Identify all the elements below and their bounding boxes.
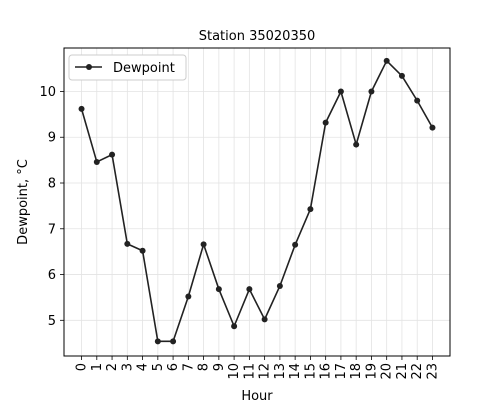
data-point [124,240,131,247]
x-tick-label: 0 [75,363,90,371]
y-tick-label: 9 [48,131,56,146]
data-point [368,88,375,95]
data-point [429,124,436,131]
data-point [322,119,329,126]
x-tick-label: 17 [334,363,349,380]
x-tick-label: 15 [303,363,318,380]
legend-label: Dewpoint [113,61,175,76]
x-tick-label: 12 [258,363,273,380]
y-tick-label: 8 [48,177,56,192]
x-tick-label: 3 [120,363,135,371]
data-point [154,338,161,345]
x-tick-label: 7 [181,363,196,371]
legend-marker [86,64,92,70]
x-tick-label: 18 [349,363,364,380]
x-axis: 0 1 2 3 4 5 6 7 8 9 10 11 12 13 14 15 16 17 18 19 20 21 22 23 [75,356,440,380]
x-tick-label: 23 [425,363,440,380]
x-tick-label: 9 [212,363,227,371]
x-axis-label: Hour [241,389,273,400]
y-tick-label: 7 [48,222,56,237]
series-layer [78,57,436,345]
y-tick-label: 6 [48,268,56,283]
x-tick-label: 22 [410,363,425,380]
x-tick-label: 16 [319,363,334,380]
x-tick-label: 20 [380,363,395,380]
chart-title: Station 35020350 [199,29,316,44]
grid [64,48,450,356]
data-point [246,286,253,293]
data-point [93,158,100,165]
data-point [78,105,85,112]
data-point [109,151,116,158]
x-tick-label: 8 [197,363,212,371]
x-tick-label: 19 [364,363,379,380]
x-tick-label: 4 [136,363,151,371]
legend: Dewpoint [68,54,187,81]
data-point [170,338,177,345]
x-tick-label: 14 [288,363,303,380]
data-point [307,206,314,213]
x-tick-label: 6 [166,363,181,371]
data-point [353,141,360,148]
data-point [200,241,207,248]
data-point [337,88,344,95]
y-tick-label: 10 [39,85,56,100]
y-tick-label: 5 [48,314,56,329]
plot-frame [63,47,451,357]
y-axis-label: Dewpoint, °C [16,159,31,245]
data-point [185,293,192,300]
data-point [276,282,283,289]
data-point [383,57,390,64]
x-tick-label: 5 [151,363,166,371]
legend-box [68,54,187,81]
data-point [139,247,146,254]
data-point [398,72,405,79]
x-tick-label: 13 [273,363,288,380]
data-point [231,323,238,330]
x-tick-label: 10 [227,363,242,380]
x-tick-label: 2 [105,363,120,371]
data-point [414,97,421,104]
data-point [261,316,268,323]
x-tick-label: 11 [242,363,257,380]
y-axis: 5 6 7 8 9 10 [39,85,64,329]
data-point [292,241,299,248]
x-tick-label: 1 [90,363,105,371]
data-point [215,286,222,293]
x-tick-label: 21 [395,363,410,380]
